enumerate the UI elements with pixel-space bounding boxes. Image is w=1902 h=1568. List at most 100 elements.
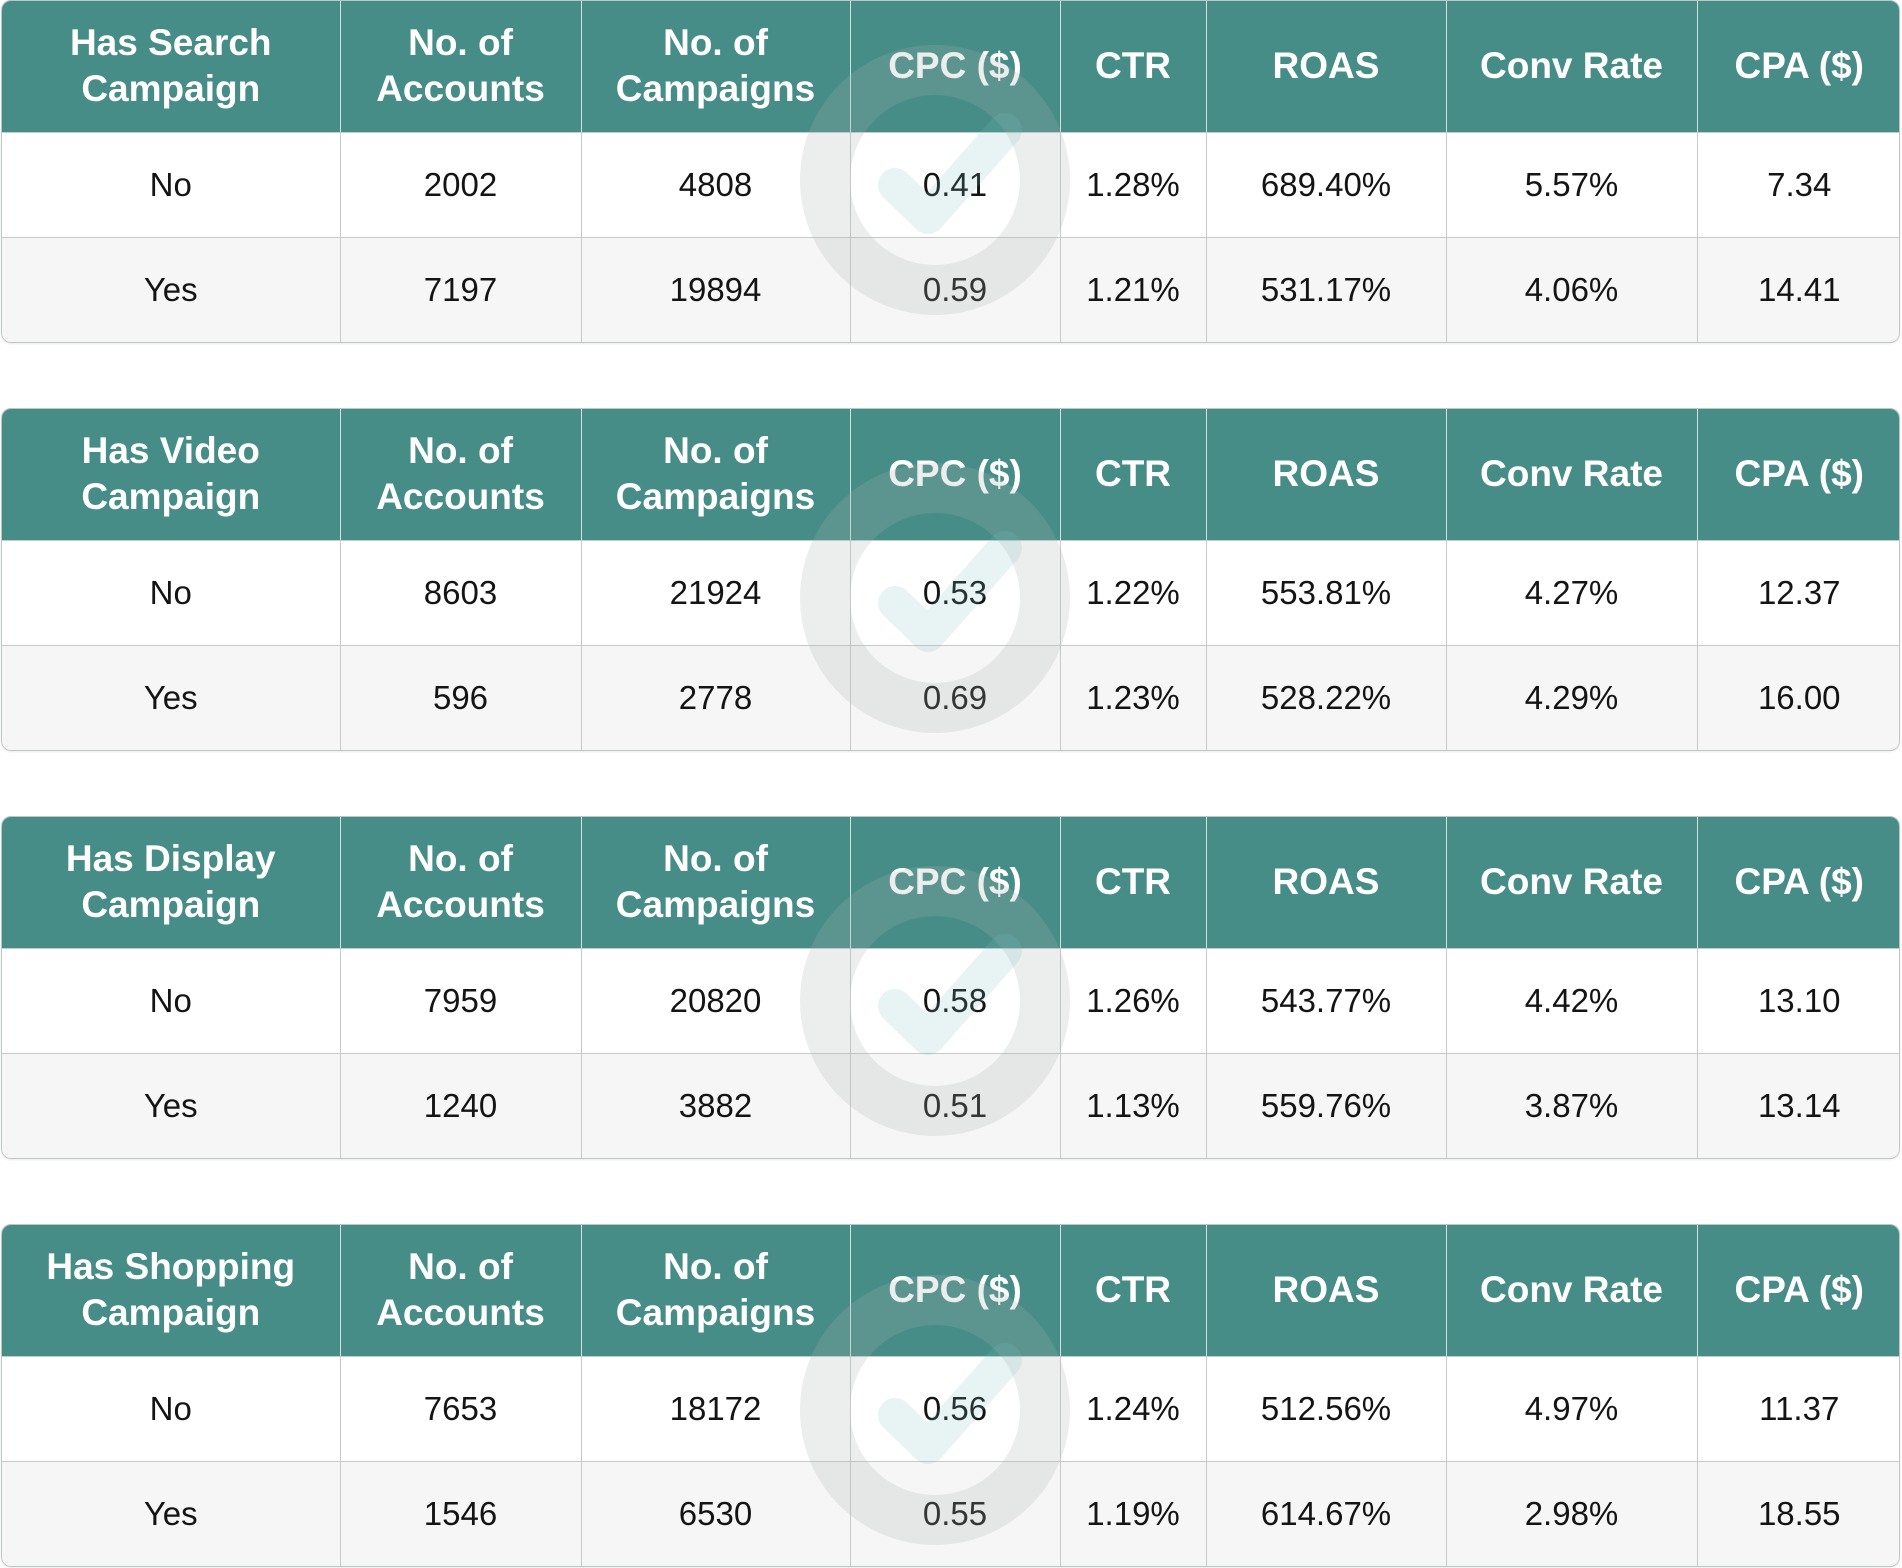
cell-conv-rate: 4.97% xyxy=(1446,1356,1698,1462)
cell-roas: 559.76% xyxy=(1206,1053,1447,1158)
cell-cpa: 7.34 xyxy=(1697,132,1899,238)
header-no-of-campaigns: No. of Campaigns xyxy=(581,1225,851,1357)
cell-conv-rate: 2.98% xyxy=(1446,1461,1698,1566)
header-has-search-campaign: Has Search Campaign xyxy=(2,1,341,133)
header-row: Has Display Campaign No. of Accounts No.… xyxy=(2,817,1899,949)
cell-cpc: 0.58 xyxy=(850,948,1061,1054)
cell-ctr: 1.21% xyxy=(1060,237,1207,342)
table-row: No 7959 20820 0.58 1.26% 543.77% 4.42% 1… xyxy=(2,948,1899,1054)
cell-cpc: 0.56 xyxy=(850,1356,1061,1462)
metrics-table: Has Video Campaign No. of Accounts No. o… xyxy=(2,409,1899,750)
cell-campaigns: 3882 xyxy=(581,1053,851,1158)
header-conv-rate: Conv Rate xyxy=(1446,817,1698,949)
header-no-of-campaigns: No. of Campaigns xyxy=(581,1,851,133)
header-has-shopping-campaign: Has Shopping Campaign xyxy=(2,1225,341,1357)
cell-ctr: 1.26% xyxy=(1060,948,1207,1054)
cell-cpc: 0.59 xyxy=(850,237,1061,342)
cell-roas: 543.77% xyxy=(1206,948,1447,1054)
header-conv-rate: Conv Rate xyxy=(1446,409,1698,541)
cell-conv-rate: 4.29% xyxy=(1446,645,1698,750)
cell-campaigns: 18172 xyxy=(581,1356,851,1462)
cell-conv-rate: 4.42% xyxy=(1446,948,1698,1054)
header-roas: ROAS xyxy=(1206,1225,1447,1357)
header-conv-rate: Conv Rate xyxy=(1446,1225,1698,1357)
cell-cpc: 0.55 xyxy=(850,1461,1061,1566)
cell-conv-rate: 4.06% xyxy=(1446,237,1698,342)
cell-campaigns: 6530 xyxy=(581,1461,851,1566)
cell-segment: No xyxy=(2,948,341,1054)
cell-segment: Yes xyxy=(2,1053,341,1158)
header-cpc: CPC ($) xyxy=(850,1,1061,133)
display-campaign-table: Has Display Campaign No. of Accounts No.… xyxy=(1,816,1900,1159)
cell-cpa: 14.41 xyxy=(1697,237,1899,342)
cell-ctr: 1.22% xyxy=(1060,540,1207,646)
cell-roas: 512.56% xyxy=(1206,1356,1447,1462)
header-has-display-campaign: Has Display Campaign xyxy=(2,817,341,949)
cell-cpa: 12.37 xyxy=(1697,540,1899,646)
cell-accounts: 1546 xyxy=(340,1461,582,1566)
header-ctr: CTR xyxy=(1060,1,1207,133)
header-no-of-accounts: No. of Accounts xyxy=(340,1,582,133)
cell-cpc: 0.41 xyxy=(850,132,1061,238)
header-row: Has Shopping Campaign No. of Accounts No… xyxy=(2,1225,1899,1357)
search-campaign-table: Has Search Campaign No. of Accounts No. … xyxy=(1,0,1900,343)
header-no-of-accounts: No. of Accounts xyxy=(340,409,582,541)
metrics-table: Has Display Campaign No. of Accounts No.… xyxy=(2,817,1899,1158)
cell-accounts: 7653 xyxy=(340,1356,582,1462)
table-row: Yes 7197 19894 0.59 1.21% 531.17% 4.06% … xyxy=(2,237,1899,342)
cell-campaigns: 2778 xyxy=(581,645,851,750)
shopping-campaign-table: Has Shopping Campaign No. of Accounts No… xyxy=(1,1224,1900,1567)
cell-segment: No xyxy=(2,1356,341,1462)
cell-accounts: 8603 xyxy=(340,540,582,646)
header-ctr: CTR xyxy=(1060,817,1207,949)
cell-cpa: 16.00 xyxy=(1697,645,1899,750)
header-cpc: CPC ($) xyxy=(850,1225,1061,1357)
cell-segment: Yes xyxy=(2,1461,341,1566)
cell-campaigns: 19894 xyxy=(581,237,851,342)
table-row: No 8603 21924 0.53 1.22% 553.81% 4.27% 1… xyxy=(2,540,1899,646)
cell-roas: 614.67% xyxy=(1206,1461,1447,1566)
cell-accounts: 7959 xyxy=(340,948,582,1054)
table-row: Yes 1546 6530 0.55 1.19% 614.67% 2.98% 1… xyxy=(2,1461,1899,1566)
cell-conv-rate: 4.27% xyxy=(1446,540,1698,646)
header-ctr: CTR xyxy=(1060,1225,1207,1357)
cell-cpa: 11.37 xyxy=(1697,1356,1899,1462)
header-cpa: CPA ($) xyxy=(1697,1225,1899,1357)
header-roas: ROAS xyxy=(1206,1,1447,133)
cell-accounts: 596 xyxy=(340,645,582,750)
cell-conv-rate: 5.57% xyxy=(1446,132,1698,238)
cell-accounts: 1240 xyxy=(340,1053,582,1158)
cell-accounts: 2002 xyxy=(340,132,582,238)
table-row: Yes 1240 3882 0.51 1.13% 559.76% 3.87% 1… xyxy=(2,1053,1899,1158)
metrics-table: Has Search Campaign No. of Accounts No. … xyxy=(2,1,1899,342)
header-no-of-accounts: No. of Accounts xyxy=(340,817,582,949)
header-roas: ROAS xyxy=(1206,409,1447,541)
cell-ctr: 1.24% xyxy=(1060,1356,1207,1462)
cell-segment: No xyxy=(2,132,341,238)
header-no-of-campaigns: No. of Campaigns xyxy=(581,409,851,541)
cell-campaigns: 4808 xyxy=(581,132,851,238)
cell-campaigns: 21924 xyxy=(581,540,851,646)
cell-segment: No xyxy=(2,540,341,646)
cell-cpc: 0.51 xyxy=(850,1053,1061,1158)
header-no-of-campaigns: No. of Campaigns xyxy=(581,817,851,949)
video-campaign-table: Has Video Campaign No. of Accounts No. o… xyxy=(1,408,1900,751)
cell-campaigns: 20820 xyxy=(581,948,851,1054)
cell-ctr: 1.23% xyxy=(1060,645,1207,750)
header-cpc: CPC ($) xyxy=(850,409,1061,541)
cell-ctr: 1.28% xyxy=(1060,132,1207,238)
header-row: Has Video Campaign No. of Accounts No. o… xyxy=(2,409,1899,541)
cell-cpc: 0.69 xyxy=(850,645,1061,750)
table-row: Yes 596 2778 0.69 1.23% 528.22% 4.29% 16… xyxy=(2,645,1899,750)
cell-ctr: 1.19% xyxy=(1060,1461,1207,1566)
table-row: No 2002 4808 0.41 1.28% 689.40% 5.57% 7.… xyxy=(2,132,1899,238)
header-roas: ROAS xyxy=(1206,817,1447,949)
cell-roas: 531.17% xyxy=(1206,237,1447,342)
cell-ctr: 1.13% xyxy=(1060,1053,1207,1158)
cell-segment: Yes xyxy=(2,645,341,750)
cell-roas: 689.40% xyxy=(1206,132,1447,238)
cell-cpc: 0.53 xyxy=(850,540,1061,646)
cell-conv-rate: 3.87% xyxy=(1446,1053,1698,1158)
header-cpc: CPC ($) xyxy=(850,817,1061,949)
table-row: No 7653 18172 0.56 1.24% 512.56% 4.97% 1… xyxy=(2,1356,1899,1462)
